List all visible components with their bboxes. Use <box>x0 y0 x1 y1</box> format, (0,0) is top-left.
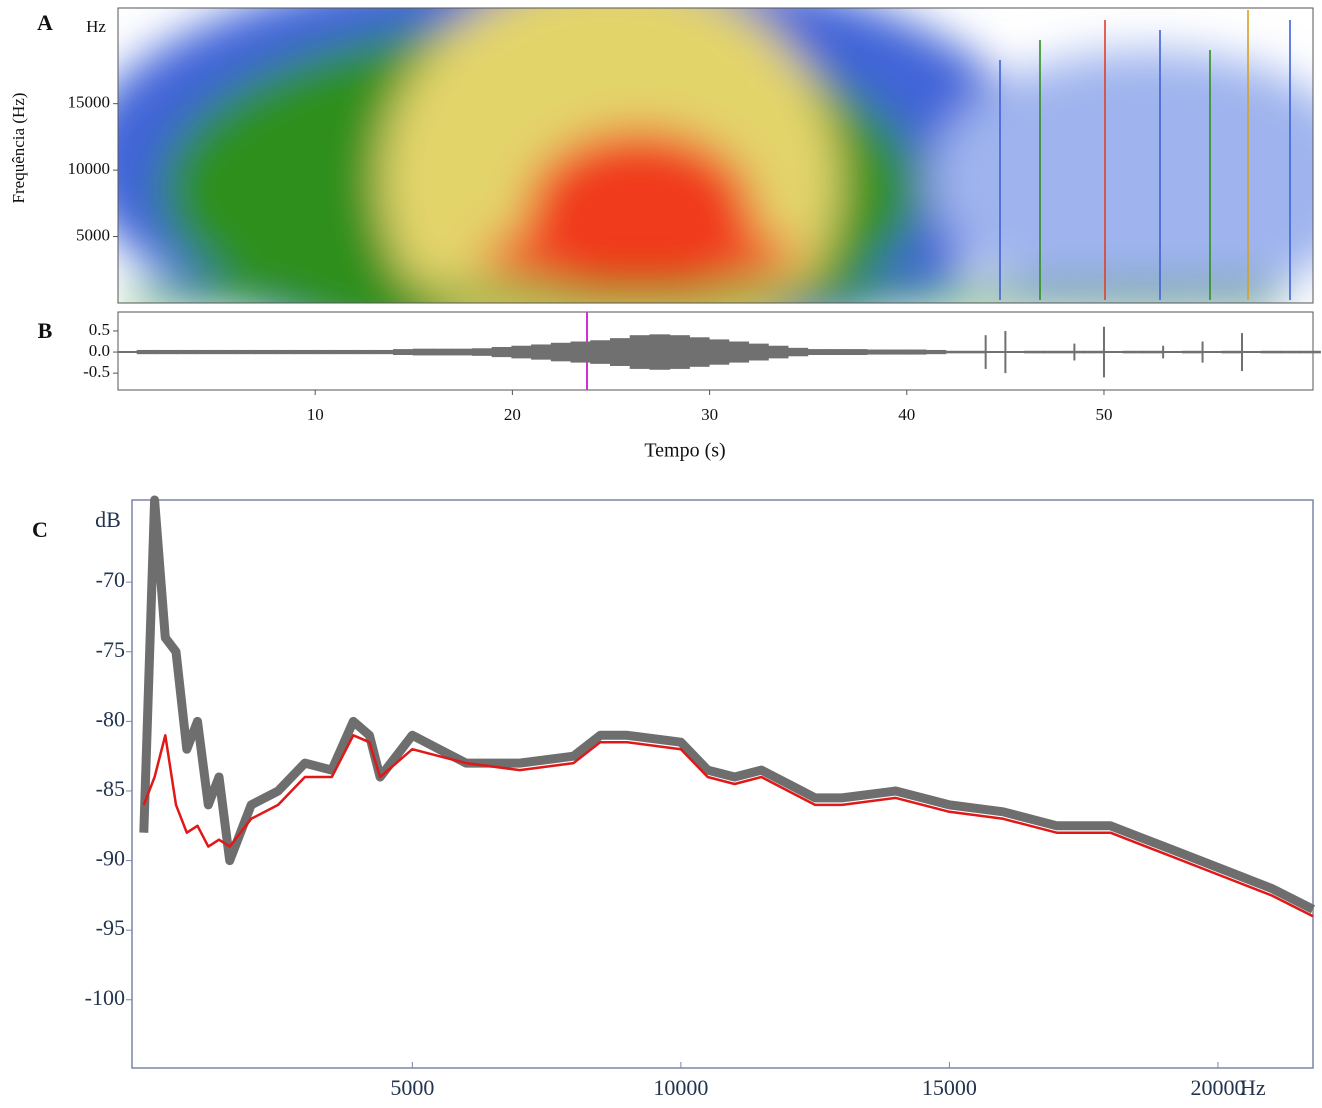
amplitude <box>629 335 651 369</box>
amplitude <box>1024 350 1045 354</box>
x-tick-label: 50 <box>1095 405 1112 424</box>
amplitude <box>550 342 572 362</box>
x-tick-label: 20 <box>504 405 521 424</box>
panel-label: C <box>32 517 48 542</box>
y-label: Frequência (Hz) <box>9 93 28 204</box>
amplitude <box>846 349 868 356</box>
amplitude <box>274 349 296 355</box>
amplitude <box>609 338 631 366</box>
amplitude <box>590 340 611 364</box>
panel-label: B <box>38 318 53 343</box>
x-label: Tempo (s) <box>644 440 725 462</box>
amplitude <box>748 343 769 361</box>
amplitude <box>215 349 237 355</box>
amplitude <box>826 349 848 356</box>
amplitude <box>807 349 828 356</box>
amplitude <box>452 348 473 356</box>
y-tick-label: 15000 <box>68 93 111 112</box>
frame-c <box>131 499 1314 1069</box>
panel-label: A <box>37 10 53 35</box>
amplitude <box>886 349 907 355</box>
amplitude <box>945 350 966 354</box>
y-tick-label: -95 <box>96 915 125 940</box>
amplitude <box>1280 350 1302 354</box>
y-tick-label: 5000 <box>76 225 110 244</box>
amplitude <box>728 341 750 363</box>
amplitude <box>767 345 789 359</box>
amplitude <box>1083 350 1104 354</box>
frame-a <box>117 7 1314 304</box>
x-tick-label: 40 <box>898 405 915 424</box>
amplitude <box>905 349 927 355</box>
amplitude <box>393 349 414 356</box>
x-tick-label: 5000 <box>390 1075 434 1100</box>
amplitude <box>235 349 257 355</box>
y-tick-label: 10000 <box>68 159 111 178</box>
amplitude <box>412 348 434 356</box>
x-tick-label: 10 <box>307 405 324 424</box>
spectrogram-image <box>118 8 1313 303</box>
amplitude <box>1260 350 1282 354</box>
y-tick-label: -85 <box>96 776 125 801</box>
spectrum-line <box>142 734 1314 918</box>
amplitude <box>471 348 493 356</box>
y-unit: dB <box>95 507 121 532</box>
amplitude <box>1241 333 1244 372</box>
amplitude <box>570 341 592 363</box>
amplitude <box>373 349 395 355</box>
amplitude <box>787 347 809 357</box>
amplitude <box>1181 350 1203 354</box>
amplitude <box>491 346 513 358</box>
amplitude <box>1201 341 1204 363</box>
amplitude <box>314 349 335 355</box>
y-tick-label: 0.5 <box>89 320 110 339</box>
amplitude <box>195 349 217 355</box>
amplitude <box>136 349 158 355</box>
amplitude <box>649 334 671 370</box>
amplitude <box>1221 350 1243 354</box>
amplitude <box>1102 326 1105 378</box>
x-tick-label: 15000 <box>922 1075 977 1100</box>
x-tick-label: 10000 <box>653 1075 708 1100</box>
y-tick-label: 0.0 <box>89 341 110 360</box>
x-tick-label: 30 <box>701 405 718 424</box>
y-tick-label: -100 <box>85 985 125 1010</box>
amplitude <box>984 335 987 369</box>
amplitude <box>866 349 888 355</box>
amplitude <box>432 348 454 356</box>
x-tick-label: 20000 <box>1190 1075 1245 1100</box>
amplitude <box>964 350 986 354</box>
amplitude <box>1043 350 1065 354</box>
amplitude <box>688 337 710 367</box>
y-tick-label: -75 <box>96 637 125 662</box>
amplitude <box>1004 330 1007 374</box>
x-unit: Hz <box>1240 1075 1266 1100</box>
spectrum-line <box>139 495 1316 914</box>
amplitude <box>925 349 947 355</box>
amplitude <box>176 349 197 355</box>
amplitude <box>1073 343 1076 361</box>
amplitude <box>353 349 375 355</box>
y-tick-label: -80 <box>96 706 125 731</box>
y-tick-label: -90 <box>96 846 125 871</box>
y-tick-label: -0.5 <box>83 362 110 381</box>
amplitude <box>1162 345 1165 359</box>
panel-c: -70 -75 -80 -85 -90 -95 -100 5000 10000 15000 2000… <box>85 495 1316 1100</box>
amplitude <box>1122 350 1144 354</box>
amplitude <box>255 349 276 355</box>
amplitude <box>708 339 730 365</box>
amplitude <box>1142 350 1164 354</box>
amplitude <box>333 349 355 355</box>
amplitude <box>531 344 552 360</box>
y-tick-label: -70 <box>96 567 125 592</box>
amplitude <box>294 349 316 355</box>
amplitude <box>156 349 178 355</box>
amplitude <box>669 335 690 369</box>
amplitude <box>511 345 533 359</box>
y-unit: Hz <box>86 17 106 36</box>
amplitude <box>1300 350 1321 354</box>
